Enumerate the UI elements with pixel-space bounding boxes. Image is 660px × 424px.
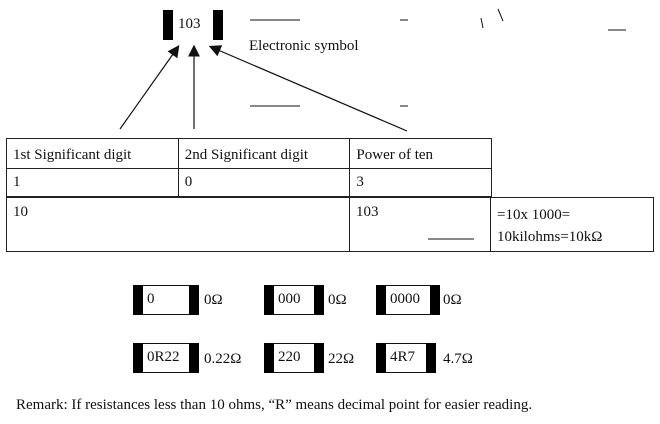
header-power: Power of ten	[349, 138, 492, 169]
chip-value: 22Ω	[328, 351, 355, 367]
chip-value: 0.22Ω	[204, 351, 242, 367]
chip-cap-right	[189, 285, 199, 315]
chip-cap-left	[376, 285, 386, 315]
chip-cap-left	[133, 285, 143, 315]
chip-code: 0	[147, 291, 155, 307]
chip-code: 220	[278, 349, 301, 365]
chip-cap-right	[430, 285, 440, 315]
chip-code: 0R22	[147, 349, 180, 365]
chip-body	[386, 343, 426, 373]
chip-cap-right	[314, 343, 324, 373]
chip-value: 0Ω	[328, 292, 347, 308]
result-right: =10x 1000= 10kilohms=10kΩ	[490, 197, 654, 252]
remark-text: Remark: If resistances less than 10 ohms…	[16, 397, 533, 413]
chip-body	[274, 285, 314, 315]
chip-code: 0000	[390, 291, 420, 307]
chip-cap-right	[314, 285, 324, 315]
chip-cap-left	[264, 285, 274, 315]
chip-value: 4.7Ω	[443, 351, 473, 367]
result-left: 10	[6, 197, 350, 252]
result-table: 10 103 =10x 1000= 10kilohms=10kΩ	[6, 197, 654, 252]
chip-000: 000	[264, 285, 324, 315]
chip-cap-left	[264, 343, 274, 373]
chip-cap-right	[426, 343, 436, 373]
header-1st-digit: 1st Significant digit	[6, 138, 179, 169]
symbol-left-cap	[163, 10, 173, 40]
result-right-line2: 10kilohms=10kΩ	[497, 229, 603, 245]
chip-value: 0Ω	[443, 292, 462, 308]
digit-3: 3	[349, 168, 492, 197]
result-mid: 103	[349, 197, 491, 252]
symbol-code: 103	[178, 16, 201, 32]
symbol-right-cap	[213, 10, 223, 40]
chip-body	[143, 343, 189, 373]
chip-body	[386, 285, 430, 315]
chip-code: 4R7	[390, 349, 416, 365]
chip-body	[143, 285, 189, 315]
chip-cap-left	[133, 343, 143, 373]
chip-cap-right	[189, 343, 199, 373]
digit-2: 0	[177, 168, 351, 197]
arrow-power	[208, 45, 408, 132]
symbol-caption: Electronic symbol	[249, 38, 359, 54]
chip-value: 0Ω	[204, 292, 223, 308]
chip-0R22: 0R22	[133, 343, 199, 373]
chip-220: 220	[264, 343, 324, 373]
digit-1: 1	[6, 168, 179, 197]
result-right-line1: =10x 1000=	[497, 207, 571, 223]
chip-0: 0	[133, 285, 199, 315]
chip-4R7: 4R7	[376, 343, 436, 373]
header-2nd-digit: 2nd Significant digit	[177, 138, 351, 169]
chip-0000: 0000	[376, 285, 440, 315]
arrow-1st-digit	[119, 45, 180, 130]
code-table: 1st Significant digit 2nd Significant di…	[6, 138, 492, 197]
chip-cap-left	[376, 343, 386, 373]
chip-body	[274, 343, 314, 373]
chip-code: 000	[278, 291, 301, 307]
